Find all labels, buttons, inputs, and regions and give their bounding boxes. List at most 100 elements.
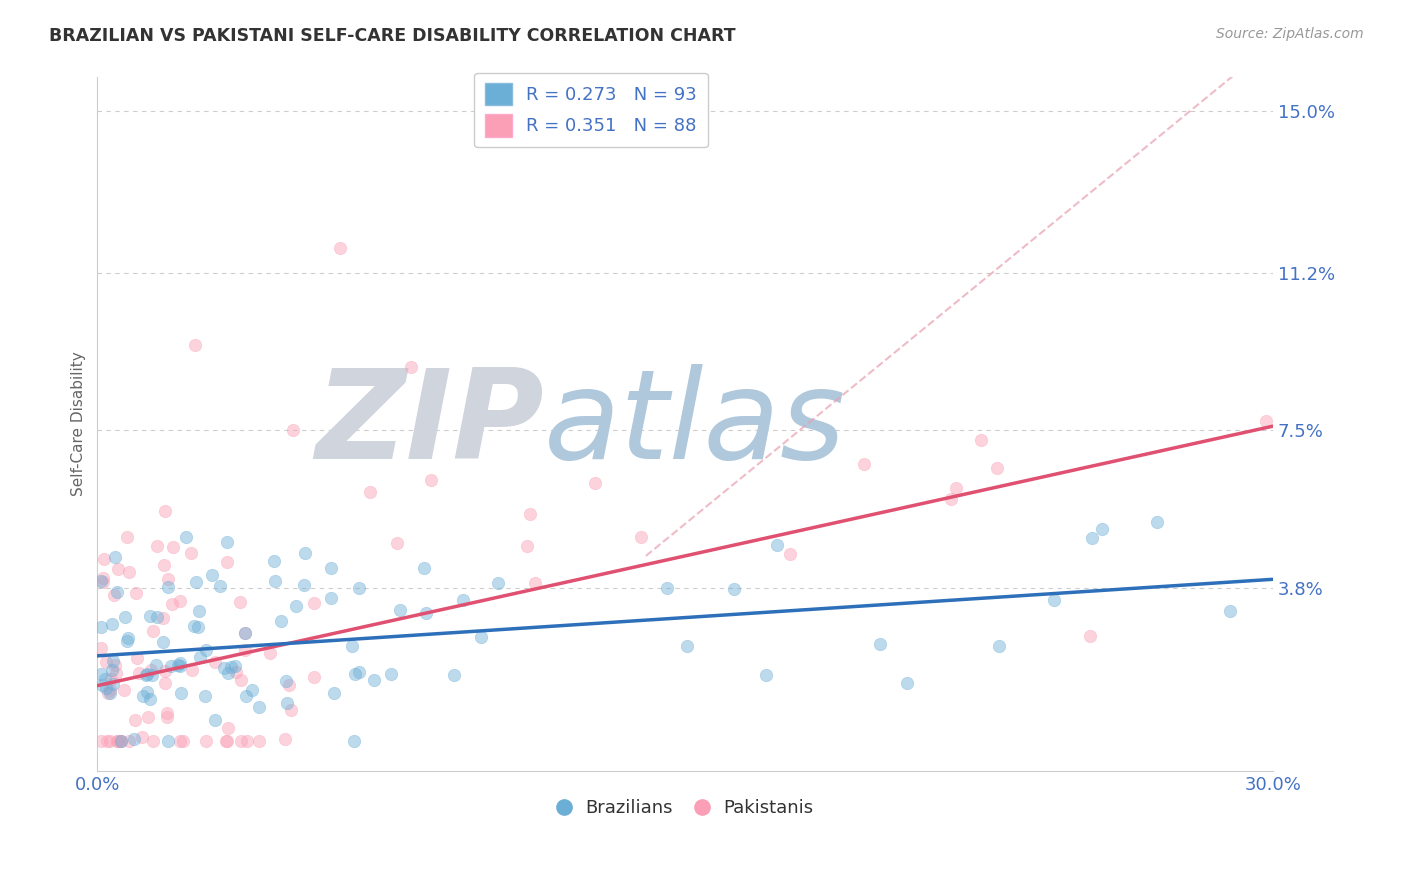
Point xyxy=(188,650,211,665)
Point xyxy=(208,579,231,593)
Point xyxy=(169,734,191,748)
Point xyxy=(1146,515,1168,529)
Point xyxy=(157,580,180,594)
Point xyxy=(343,734,366,748)
Point xyxy=(183,618,205,632)
Point xyxy=(280,703,302,717)
Point xyxy=(263,574,285,588)
Point xyxy=(188,604,211,618)
Point xyxy=(104,549,127,564)
Point xyxy=(135,685,157,699)
Point xyxy=(128,665,150,680)
Point xyxy=(141,624,163,638)
Point xyxy=(135,668,157,682)
Point xyxy=(322,685,344,699)
Point xyxy=(107,734,129,748)
Point xyxy=(583,475,606,490)
Point xyxy=(160,658,183,673)
Point xyxy=(131,730,153,744)
Point xyxy=(1078,629,1101,643)
Point xyxy=(96,681,118,695)
Point xyxy=(155,710,177,724)
Point xyxy=(349,582,371,596)
Point xyxy=(766,538,789,552)
Point xyxy=(655,581,678,595)
Point xyxy=(231,673,253,687)
Point xyxy=(115,634,138,648)
Point xyxy=(359,485,381,500)
Point xyxy=(195,734,218,748)
Point xyxy=(247,700,270,714)
Point xyxy=(225,665,247,679)
Point xyxy=(420,473,443,487)
Point xyxy=(329,241,352,255)
Point xyxy=(145,610,167,624)
Point xyxy=(319,591,342,605)
Text: atlas: atlas xyxy=(544,364,846,484)
Point xyxy=(779,547,801,561)
Point xyxy=(1080,531,1102,545)
Point xyxy=(292,578,315,592)
Point xyxy=(270,614,292,628)
Point xyxy=(105,734,128,748)
Point xyxy=(229,734,252,748)
Point xyxy=(90,667,112,681)
Point xyxy=(138,709,160,723)
Point xyxy=(523,576,546,591)
Point xyxy=(101,654,124,668)
Point xyxy=(263,554,285,568)
Point xyxy=(145,658,167,673)
Point xyxy=(259,646,281,660)
Point xyxy=(945,481,967,495)
Point xyxy=(212,661,235,675)
Point xyxy=(125,586,148,600)
Point xyxy=(112,683,135,698)
Point xyxy=(229,594,252,608)
Point xyxy=(186,574,208,589)
Point xyxy=(124,714,146,728)
Point xyxy=(107,562,129,576)
Point xyxy=(388,603,411,617)
Point xyxy=(277,678,299,692)
Point xyxy=(986,460,1008,475)
Point xyxy=(443,667,465,681)
Point xyxy=(180,663,202,677)
Legend: Brazilians, Pakistanis: Brazilians, Pakistanis xyxy=(550,791,821,824)
Point xyxy=(117,566,139,580)
Point xyxy=(399,359,422,374)
Point xyxy=(630,530,652,544)
Point xyxy=(988,639,1011,653)
Point xyxy=(91,574,114,589)
Point xyxy=(156,572,179,586)
Point xyxy=(135,666,157,681)
Point xyxy=(167,657,190,672)
Point xyxy=(1091,522,1114,536)
Point xyxy=(132,689,155,703)
Point xyxy=(896,676,918,690)
Point xyxy=(415,606,437,620)
Point xyxy=(172,734,194,748)
Point xyxy=(276,696,298,710)
Point xyxy=(98,682,121,697)
Point xyxy=(170,686,193,700)
Point xyxy=(108,734,131,748)
Point xyxy=(340,639,363,653)
Point xyxy=(294,546,316,560)
Text: Source: ZipAtlas.com: Source: ZipAtlas.com xyxy=(1216,27,1364,41)
Point xyxy=(1043,593,1066,607)
Point xyxy=(114,610,136,624)
Point xyxy=(187,620,209,634)
Point xyxy=(319,560,342,574)
Point xyxy=(110,734,132,748)
Point xyxy=(380,666,402,681)
Point xyxy=(139,664,162,678)
Point xyxy=(451,592,474,607)
Point xyxy=(236,734,259,748)
Point xyxy=(723,582,745,596)
Point xyxy=(676,639,699,653)
Point xyxy=(215,734,238,748)
Point xyxy=(184,338,207,352)
Point xyxy=(204,655,226,669)
Point xyxy=(215,555,238,569)
Point xyxy=(93,552,115,566)
